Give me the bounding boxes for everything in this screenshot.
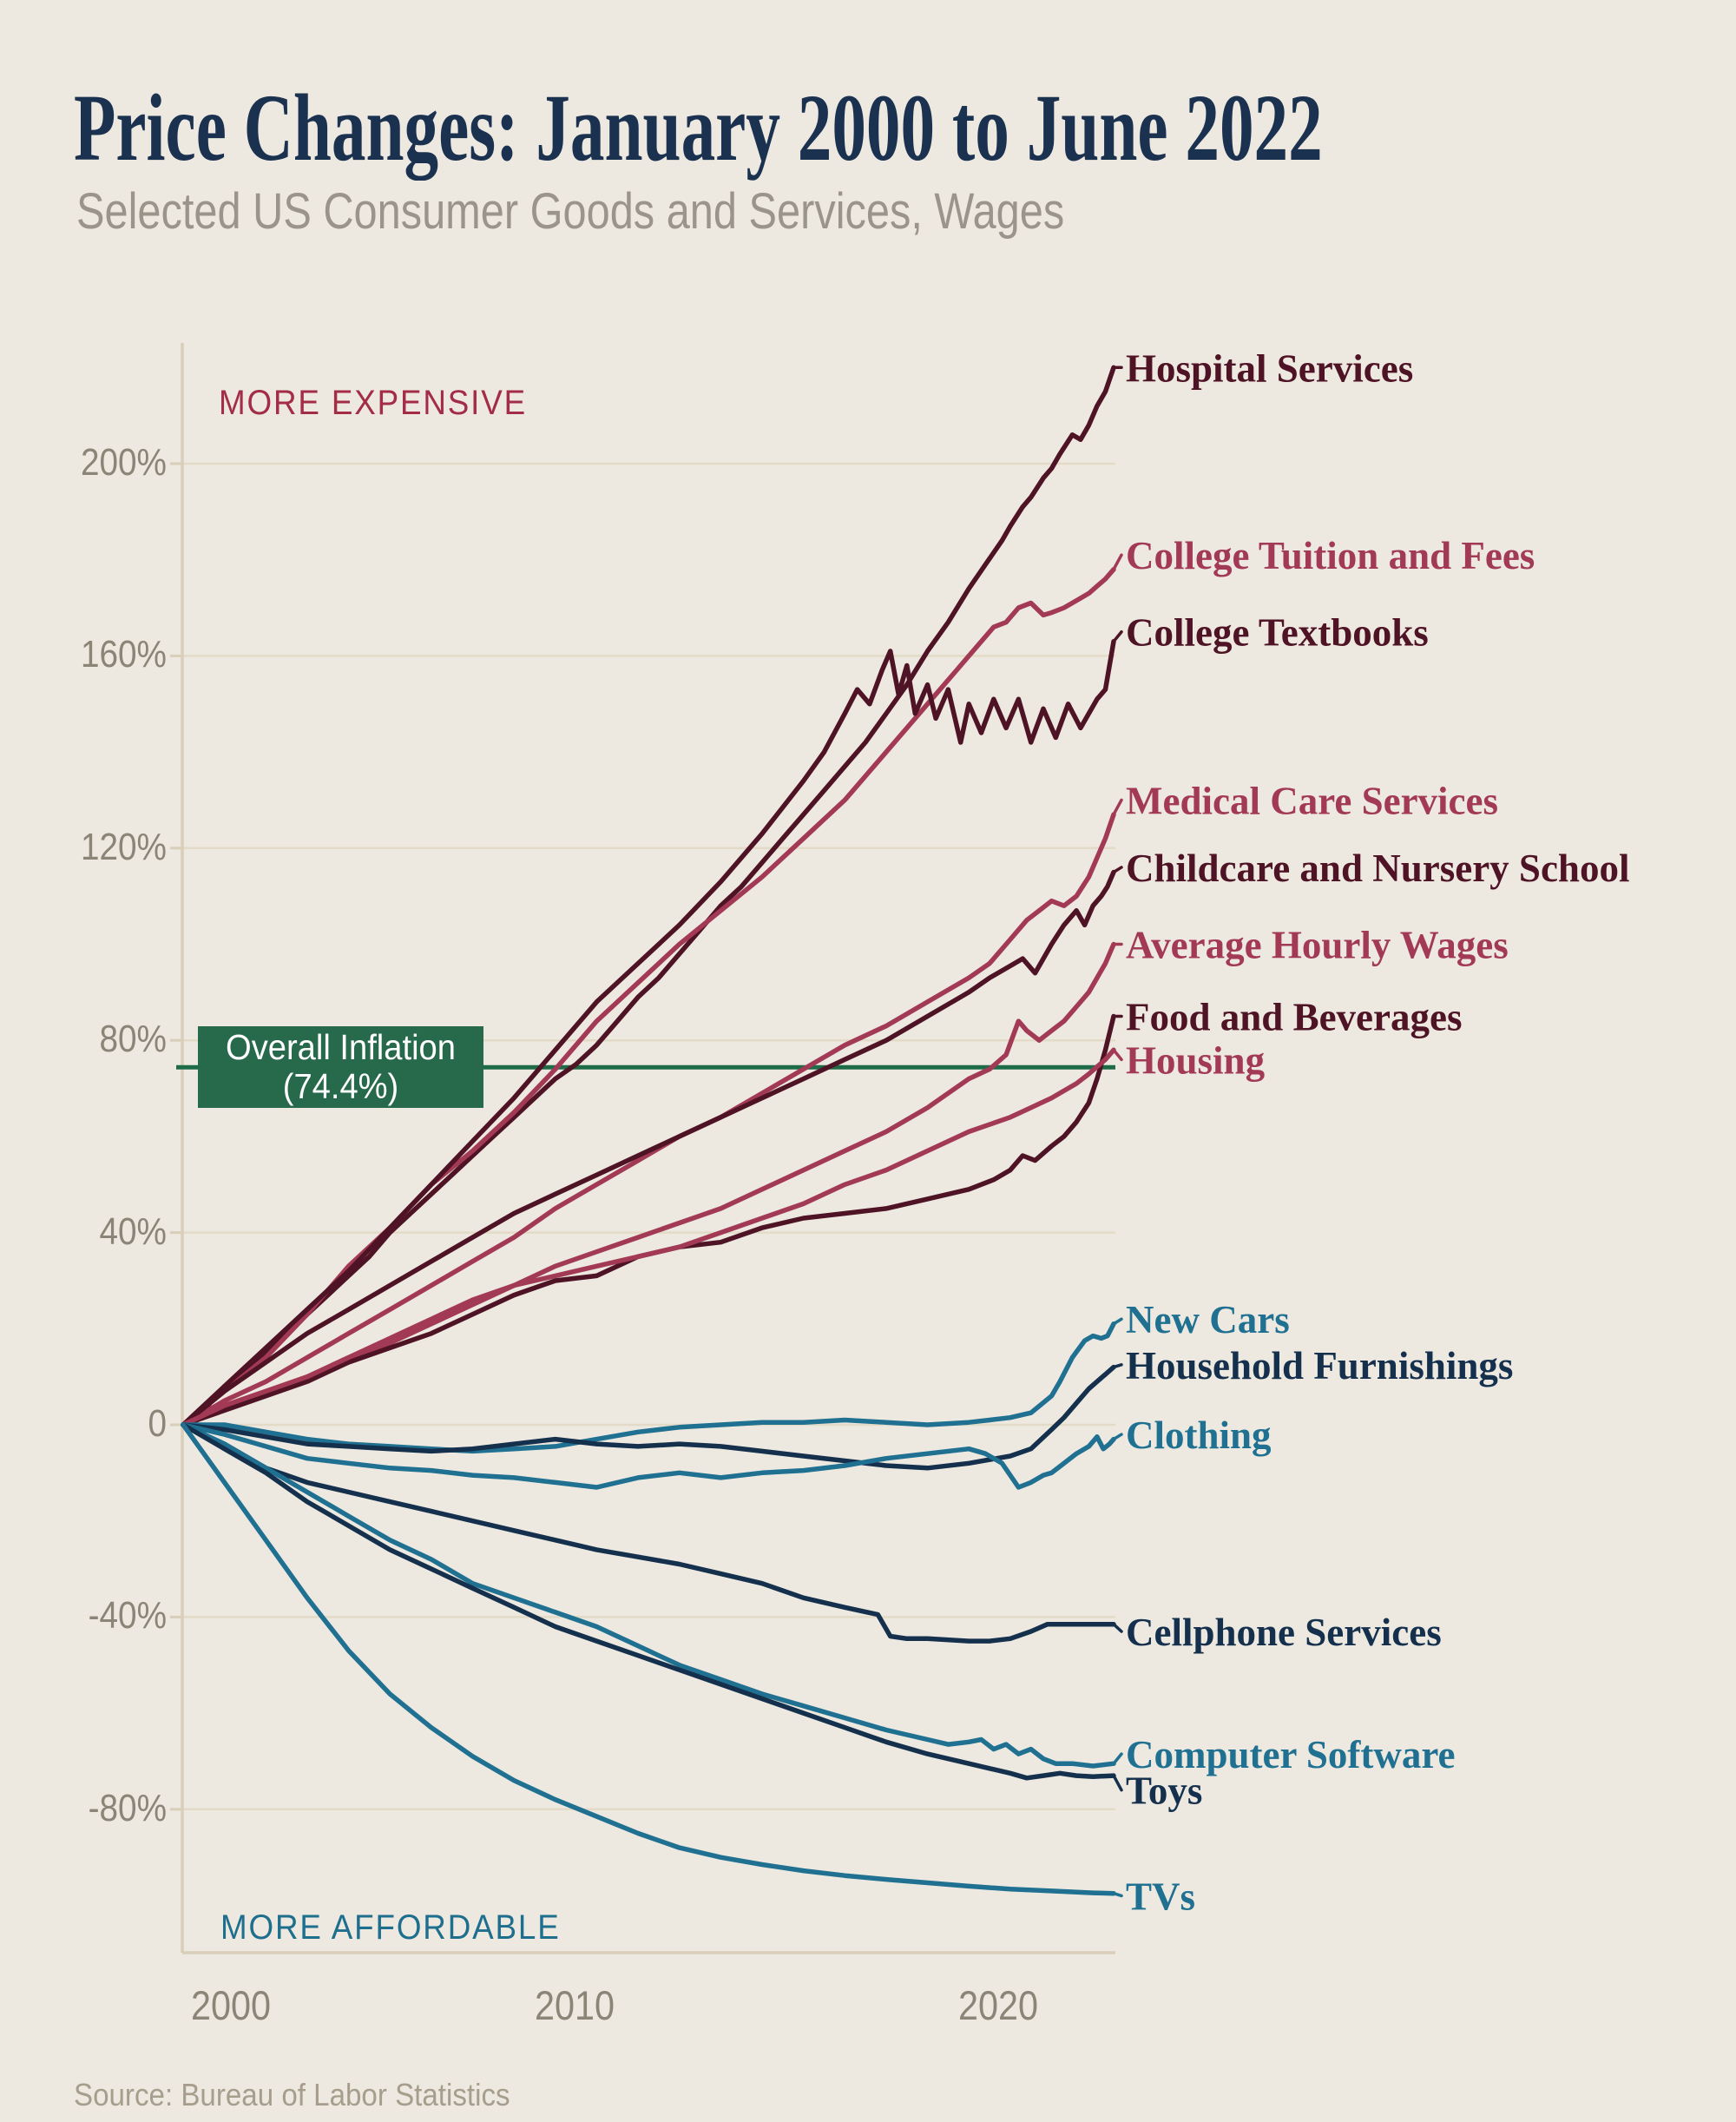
y-tick-label: -80% [88, 1786, 167, 1829]
y-tick-label: 200% [80, 441, 167, 484]
series-label-connector [1112, 1363, 1123, 1369]
series-label-clothing: Clothing [1126, 1414, 1272, 1457]
overall-inflation-callout: Overall Inflation (74.4%) [198, 1026, 483, 1108]
series-line-college-textbooks [181, 639, 1116, 1427]
series-label-hospital-services: Hospital Services [1126, 346, 1413, 390]
series-label-connector [1112, 1774, 1123, 1792]
series-label-toys: Toys [1126, 1769, 1202, 1813]
series-label-connector [1112, 1048, 1123, 1062]
series-line-toys [181, 1422, 1116, 1781]
series-label-college-textbooks: College Textbooks [1126, 611, 1429, 655]
y-tick-label: 40% [99, 1209, 167, 1253]
series-label-college-tuition-and-fees: College Tuition and Fees [1126, 534, 1535, 577]
series-label-childcare-and-nursery-school: Childcare and Nursery School [1126, 847, 1629, 890]
x-tick-label: 2010 [535, 1982, 615, 2028]
series-label-medical-care-services: Medical Care Services [1126, 779, 1498, 822]
series-line-household-furnishings [181, 1364, 1116, 1471]
y-tick-label: 160% [80, 633, 167, 676]
y-tick-label: 120% [80, 825, 167, 868]
page-subtitle: Selected US Consumer Goods and Services,… [76, 183, 1065, 240]
y-tick-label: 0 [148, 1402, 167, 1445]
overall-inflation-value: (74.4%) [282, 1066, 399, 1106]
series-label-average-hourly-wages: Average Hourly Wages [1126, 924, 1509, 967]
series-label-connector [1112, 1317, 1123, 1326]
series-label-computer-software: Computer Software [1126, 1733, 1456, 1776]
overall-inflation-label: Overall Inflation [226, 1027, 456, 1067]
series-line-new-cars [181, 1321, 1116, 1454]
series-line-tvs [181, 1422, 1116, 1896]
y-tick-label: -40% [88, 1594, 167, 1638]
more-affordable-label: MORE AFFORDABLE [220, 1908, 561, 1947]
source-note: Source: Bureau of Labor Statistics [74, 2077, 510, 2112]
more-expensive-label: MORE EXPENSIVE [219, 384, 528, 422]
series-line-hospital-services [181, 365, 1116, 1427]
series-label-tvs: TVs [1126, 1875, 1195, 1918]
series-line-childcare-and-nursery-school [181, 869, 1116, 1427]
series-label-connector [1112, 553, 1123, 571]
series-label-new-cars: New Cars [1126, 1298, 1290, 1341]
series-label-connector [1112, 629, 1123, 643]
series-label-cellphone-services: Cellphone Services [1126, 1611, 1442, 1654]
series-line-medical-care-services [181, 812, 1116, 1427]
series-label-household-furnishings: Household Furnishings [1126, 1344, 1513, 1387]
series-label-connector [1112, 1433, 1123, 1441]
x-tick-label: 2000 [190, 1982, 272, 2028]
x-tick-label: 2020 [957, 1982, 1038, 2028]
series-line-computer-software [181, 1422, 1116, 1769]
series-label-connector [1112, 866, 1123, 874]
page-title: Price Changes: January 2000 to June 2022 [74, 75, 1323, 181]
series-line-cellphone-services [181, 1422, 1116, 1644]
series-line-food-and-beverages [181, 1013, 1116, 1427]
series-label-connector [1112, 1891, 1123, 1898]
series-line-clothing [181, 1422, 1116, 1490]
series-label-connector [1112, 1752, 1123, 1765]
series-line-housing [181, 1047, 1116, 1427]
series-label-housing: Housing [1126, 1038, 1266, 1082]
series-label-connector [1112, 1622, 1123, 1633]
y-tick-label: 80% [99, 1018, 167, 1061]
series-label-connector [1112, 798, 1123, 816]
series-label-food-and-beverages: Food and Beverages [1126, 996, 1463, 1039]
series-line-average-hourly-wages [181, 941, 1116, 1427]
